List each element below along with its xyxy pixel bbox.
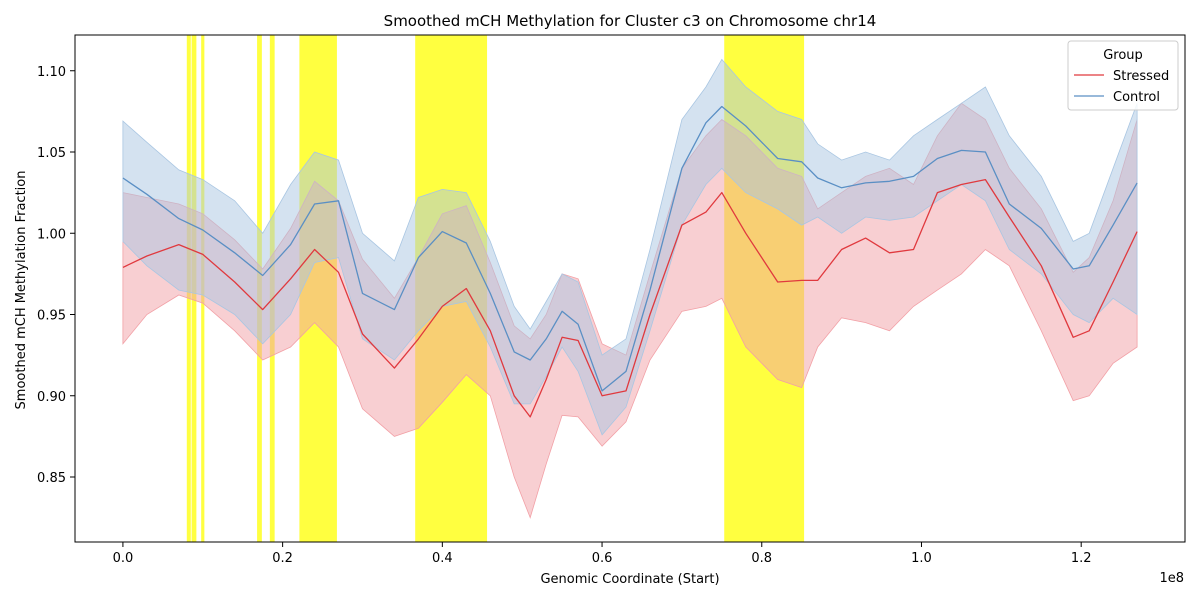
chart-title: Smoothed mCH Methylation for Cluster c3 … — [384, 12, 877, 30]
y-tick-label: 0.85 — [37, 471, 66, 486]
y-axis-label: Smoothed mCH Methylation Fraction — [14, 171, 29, 410]
x-tick-label: 0.0 — [113, 551, 134, 566]
x-tick-label: 0.2 — [272, 551, 293, 566]
x-tick-label: 1.0 — [911, 551, 932, 566]
x-axis-offset-label: 1e8 — [1159, 571, 1184, 586]
legend: Group Stressed Control — [1067, 40, 1179, 111]
confidence-bands — [122, 58, 1138, 519]
series-line-control — [122, 105, 1138, 392]
legend-box — [1067, 40, 1179, 111]
legend-title: Group — [1103, 48, 1143, 63]
band-control — [122, 58, 1138, 436]
y-tick-label: 0.95 — [37, 309, 66, 324]
y-tick-label: 1.00 — [37, 227, 66, 242]
x-axis-label: Genomic Coordinate (Start) — [540, 572, 719, 587]
x-axis-ticks: 0.0 0.2 0.4 0.6 0.8 1.0 1.2 — [113, 542, 1092, 566]
series-lines — [122, 105, 1138, 418]
x-tick-label: 0.8 — [751, 551, 772, 566]
plot-frame — [74, 34, 1186, 543]
y-tick-label: 1.05 — [37, 146, 66, 161]
y-tick-label: 1.10 — [37, 65, 66, 80]
x-tick-label: 0.6 — [592, 551, 613, 566]
legend-label-control: Control — [1113, 90, 1160, 105]
x-tick-label: 0.4 — [432, 551, 453, 566]
y-axis-ticks: 0.85 0.90 0.95 1.00 1.05 1.10 — [37, 65, 75, 486]
x-tick-label: 1.2 — [1071, 551, 1092, 566]
series-line-stressed — [122, 178, 1138, 418]
y-tick-label: 0.90 — [37, 390, 66, 405]
legend-label-stressed: Stressed — [1113, 69, 1169, 84]
